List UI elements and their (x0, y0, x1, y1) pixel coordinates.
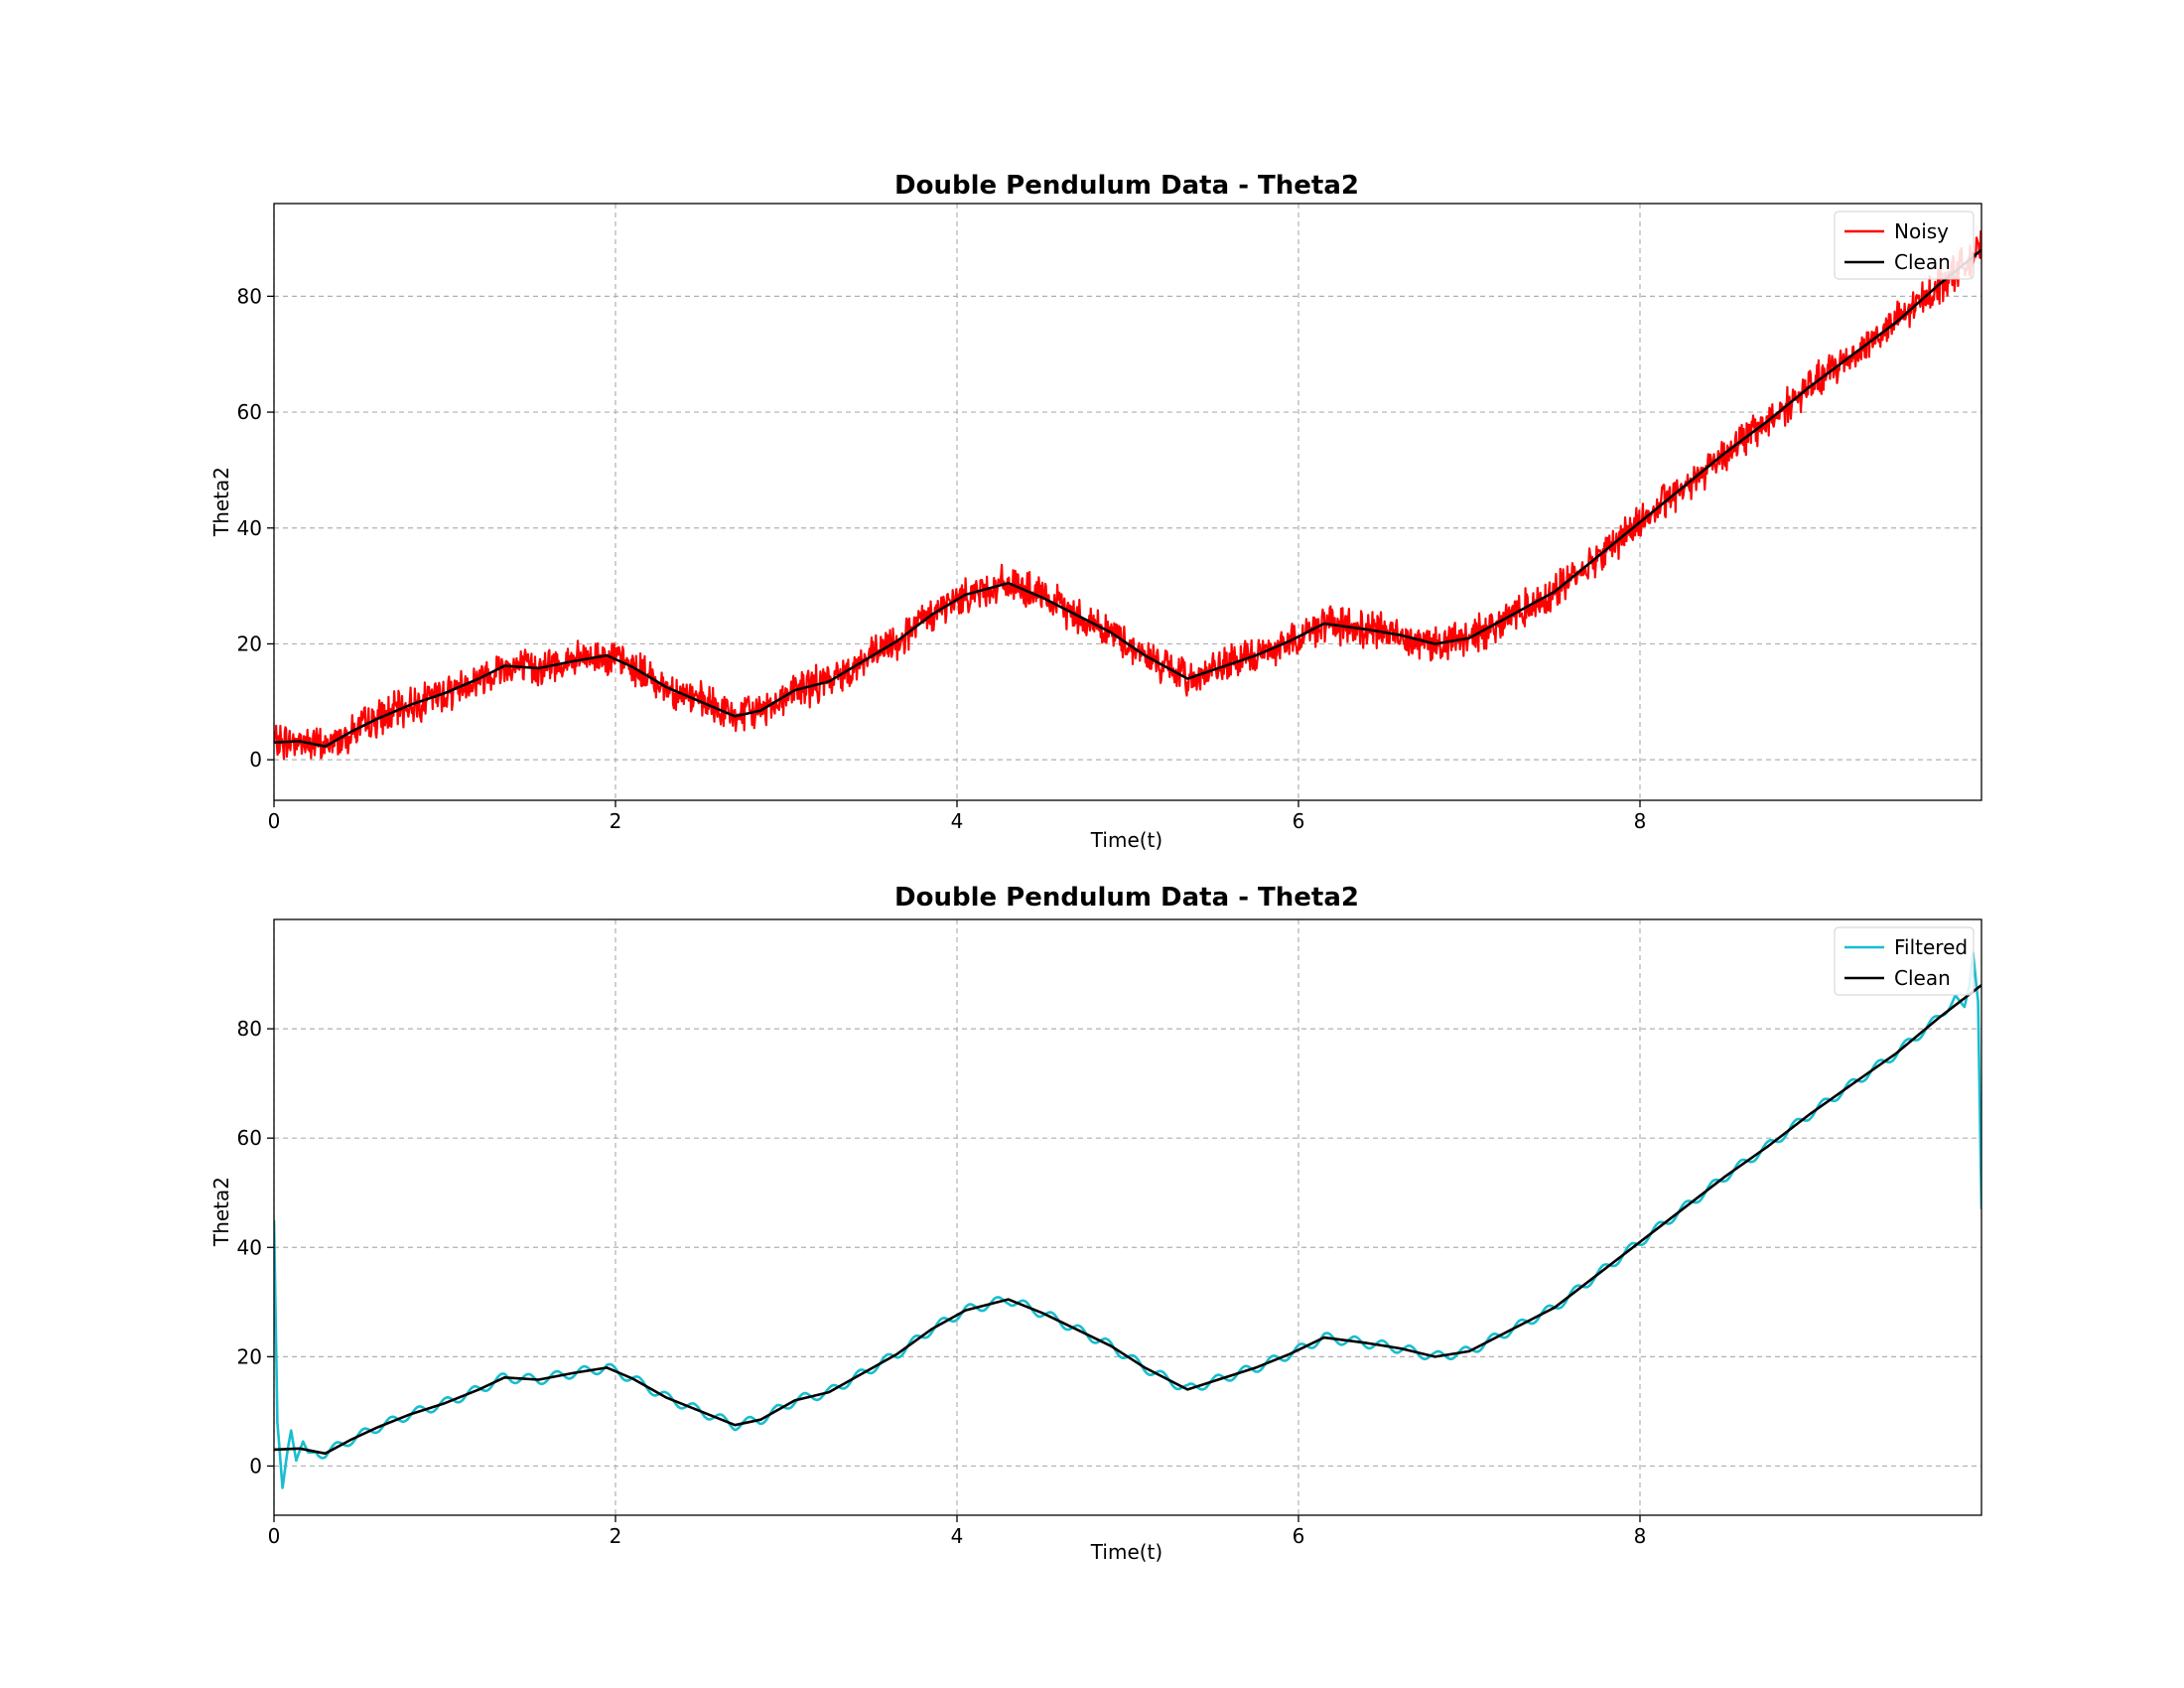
legend-label-clean: Clean (1894, 966, 1951, 990)
x-tick-label: 0 (268, 1524, 281, 1548)
legend-label-clean: Clean (1894, 250, 1951, 274)
y-tick-label: 20 (237, 632, 262, 655)
y-tick-label: 80 (237, 1017, 262, 1041)
y-tick-label: 0 (249, 1454, 262, 1477)
x-axis-label: Time(t) (1090, 828, 1162, 852)
y-tick-label: 60 (237, 1126, 262, 1150)
y-tick-label: 80 (237, 284, 262, 308)
x-axis-label: Time(t) (1090, 1540, 1162, 1564)
y-tick-label: 20 (237, 1344, 262, 1368)
x-tick-label: 0 (268, 809, 281, 833)
x-tick-label: 8 (1634, 1524, 1647, 1548)
legend-label-filtered: Filtered (1894, 935, 1968, 959)
x-tick-label: 8 (1634, 809, 1647, 833)
x-tick-label: 6 (1293, 1524, 1305, 1548)
plot-frame (273, 918, 1982, 1516)
x-tick-label: 4 (951, 1524, 964, 1548)
series-line-clean (274, 248, 1981, 748)
x-tick-label: 2 (610, 1524, 622, 1548)
y-axis-label: Theta2 (209, 1177, 233, 1247)
x-tick-label: 2 (610, 809, 622, 833)
y-tick-label: 60 (237, 400, 262, 424)
y-tick-label: 40 (237, 1235, 262, 1259)
chart-title: Double Pendulum Data - Theta2 (894, 171, 1359, 201)
x-tick-label: 4 (951, 809, 964, 833)
bottom-chart: Double Pendulum Data - Theta2 Time(t) Th… (209, 883, 1982, 1564)
series-line-clean (274, 984, 1981, 1456)
x-tick-label: 6 (1293, 809, 1305, 833)
y-tick-label: 0 (249, 748, 262, 772)
y-axis-label: Theta2 (209, 467, 233, 537)
plot-frame (273, 203, 1982, 801)
chart-title: Double Pendulum Data - Theta2 (894, 883, 1359, 913)
legend-label-noisy: Noisy (1894, 219, 1949, 243)
y-tick-label: 40 (237, 516, 262, 540)
top-chart: Double Pendulum Data - Theta2 Time(t) Th… (209, 171, 1982, 852)
